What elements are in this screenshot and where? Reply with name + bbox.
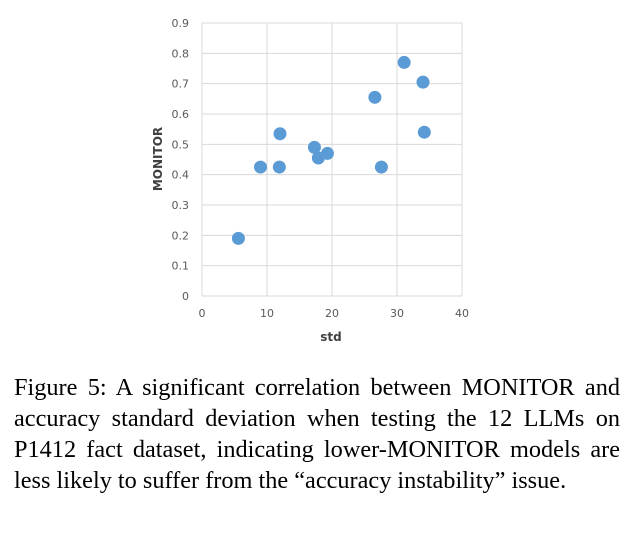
data-point — [307, 140, 321, 154]
y-tick-label: 0.3 — [172, 199, 190, 212]
data-points — [231, 55, 431, 245]
x-tick-label: 30 — [390, 307, 404, 320]
y-tick-label: 0.9 — [172, 17, 190, 30]
x-tick-label: 20 — [325, 307, 339, 320]
x-axis-title: std — [320, 330, 341, 344]
x-tick-label: 0 — [199, 307, 206, 320]
scatter-chart: 0 0.1 0.2 0.3 0.4 0.5 0.6 0.7 0.8 0.9 0 10 20 30 40 st… — [151, 17, 470, 344]
y-tick-label: 0.8 — [172, 47, 190, 60]
y-tick-label: 0.4 — [172, 169, 190, 182]
y-tick-label: 0.2 — [172, 229, 190, 242]
x-tick-label: 40 — [455, 307, 469, 320]
data-point — [254, 160, 267, 174]
y-tick-label: 0.5 — [172, 138, 190, 151]
figure-caption: Figure 5: A significant correlation betw… — [14, 374, 620, 494]
gridlines — [201, 22, 463, 297]
data-point — [272, 160, 286, 174]
data-point — [416, 75, 430, 89]
y-tick-label: 0 — [182, 290, 189, 303]
y-tick-label: 0.7 — [172, 78, 190, 91]
data-point — [231, 231, 245, 245]
data-point — [320, 146, 334, 160]
data-point — [273, 127, 287, 141]
tick-labels: 0 0.1 0.2 0.3 0.4 0.5 0.6 0.7 0.8 0.9 0 10 20 30 40 — [172, 17, 470, 320]
x-tick-label: 10 — [260, 307, 274, 320]
y-tick-label: 0.1 — [172, 260, 190, 273]
data-point — [368, 90, 382, 104]
y-tick-label: 0.6 — [172, 108, 190, 121]
y-axis-title: MONITOR — [151, 127, 165, 191]
data-point — [417, 125, 431, 139]
data-point — [374, 160, 388, 174]
data-point — [397, 55, 411, 69]
